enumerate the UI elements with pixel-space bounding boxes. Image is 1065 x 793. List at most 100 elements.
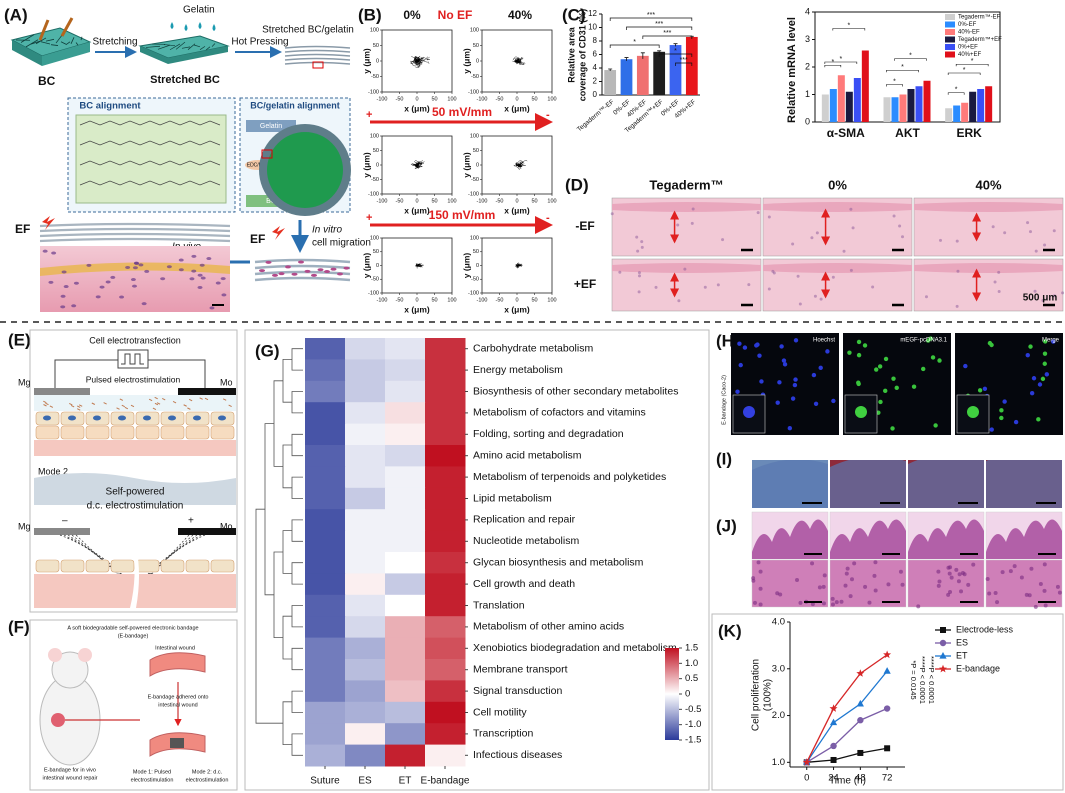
fiber — [40, 41, 51, 45]
colorbar-label: 1.5 — [685, 643, 698, 654]
y-axis-label: y (μm) — [461, 48, 471, 74]
legend-label: Tegaderm™+EF — [958, 36, 1002, 43]
heatmap-cell — [345, 338, 386, 360]
bar — [845, 91, 853, 122]
bracket — [675, 62, 693, 66]
cell — [304, 269, 311, 273]
trajectory — [517, 57, 523, 62]
row-label: Metabolism of terpenoids and polyketides — [473, 471, 666, 483]
cell-dot — [767, 287, 771, 291]
fiber — [75, 42, 79, 46]
dna — [45, 402, 49, 406]
label: Mg — [18, 521, 31, 531]
x-tick-label: -100 — [476, 297, 487, 303]
significance: * — [901, 64, 904, 71]
heatmap-cell — [305, 380, 346, 403]
y-tick-label: 2 — [805, 61, 810, 71]
nucleus-dot — [813, 401, 819, 406]
cell — [135, 425, 160, 440]
row-label: Lipid metabolism — [473, 492, 552, 504]
scaffold-core — [267, 132, 343, 208]
label: + — [366, 212, 372, 224]
row-label: Transcription — [473, 728, 533, 740]
row-label: Nucleotide metabolism — [473, 535, 579, 547]
row-label: Metabolism of cofactors and vitamins — [473, 407, 646, 419]
cell-dot — [778, 592, 783, 597]
cell-dot — [995, 600, 1000, 605]
nucleus — [131, 284, 137, 288]
heatmap-cell — [385, 423, 426, 446]
cell-dot — [997, 289, 1001, 293]
dna — [43, 400, 47, 404]
legend-swatch — [945, 29, 955, 35]
cell-dot — [954, 567, 959, 572]
chain — [79, 180, 221, 186]
y-axis-label: (100%) — [763, 679, 774, 711]
y-tick-label: -100 — [368, 89, 379, 95]
nucleus — [118, 415, 126, 421]
x-tick-label: -100 — [376, 198, 387, 204]
title: (E-bandage) — [118, 633, 149, 639]
label: EF — [250, 232, 265, 246]
heatmap-cell — [345, 359, 386, 382]
heatmap-cell — [425, 380, 466, 403]
bracket — [832, 28, 866, 31]
cell — [343, 266, 350, 270]
trajectory — [414, 161, 422, 166]
nucleus-dot — [811, 372, 817, 378]
cell-dot — [821, 601, 826, 606]
dna — [152, 407, 157, 411]
label: electrostimulation — [186, 777, 229, 783]
legend-swatch — [945, 14, 955, 20]
heatmap-cell — [305, 402, 346, 425]
nucleus-dot — [792, 382, 798, 388]
cell — [259, 269, 265, 273]
dna — [172, 400, 177, 404]
bolt — [42, 216, 55, 230]
heatmap-cell — [345, 744, 386, 767]
cell-dot — [892, 214, 896, 218]
cell-dot — [677, 299, 681, 303]
cell-dot — [937, 579, 942, 584]
y-tick-label: -50 — [471, 177, 479, 183]
nucleus — [71, 304, 77, 308]
line — [806, 747, 888, 763]
y-axis-label: y (μm) — [461, 152, 471, 178]
heatmap-cell — [345, 445, 386, 467]
y-tick-label: 50 — [473, 249, 479, 255]
bar — [653, 51, 666, 95]
label: Gelatin — [183, 5, 215, 16]
heatmap-cell — [345, 659, 386, 681]
cell-dot — [1024, 592, 1029, 597]
heatmap-cell — [425, 744, 466, 767]
nucleus-dot — [1025, 352, 1030, 358]
molecule-label: Gelatin — [260, 123, 282, 130]
x-tick-label: 100 — [547, 96, 556, 102]
cell-dot — [849, 577, 854, 582]
cell-dot — [1042, 562, 1047, 567]
significance: *** — [655, 21, 663, 28]
x-tick-label: 50 — [431, 198, 437, 204]
box-title: BC/gelatin alignment — [250, 100, 340, 110]
y-tick-label: 3.0 — [772, 663, 785, 674]
cell-dot — [948, 589, 953, 594]
heatmap-cell — [305, 637, 346, 660]
nucleus-dot — [937, 358, 942, 363]
electrode — [34, 388, 90, 395]
cell-dot — [938, 238, 942, 242]
cell — [285, 265, 291, 269]
nucleus — [105, 280, 111, 284]
cell-dot — [843, 583, 848, 588]
row-label: Membrane transport — [473, 663, 568, 675]
y-tick-label: 12 — [588, 9, 597, 18]
drop — [198, 22, 202, 29]
electrode — [178, 388, 236, 395]
heatmap-cell — [385, 338, 426, 360]
epidermis — [914, 263, 1063, 273]
cell-dot — [810, 602, 815, 607]
y-tick-label: 0 — [376, 263, 379, 269]
bar — [837, 75, 845, 122]
fiber — [193, 44, 201, 48]
x-tick-label: -100 — [376, 297, 387, 303]
trajectory — [416, 60, 423, 67]
